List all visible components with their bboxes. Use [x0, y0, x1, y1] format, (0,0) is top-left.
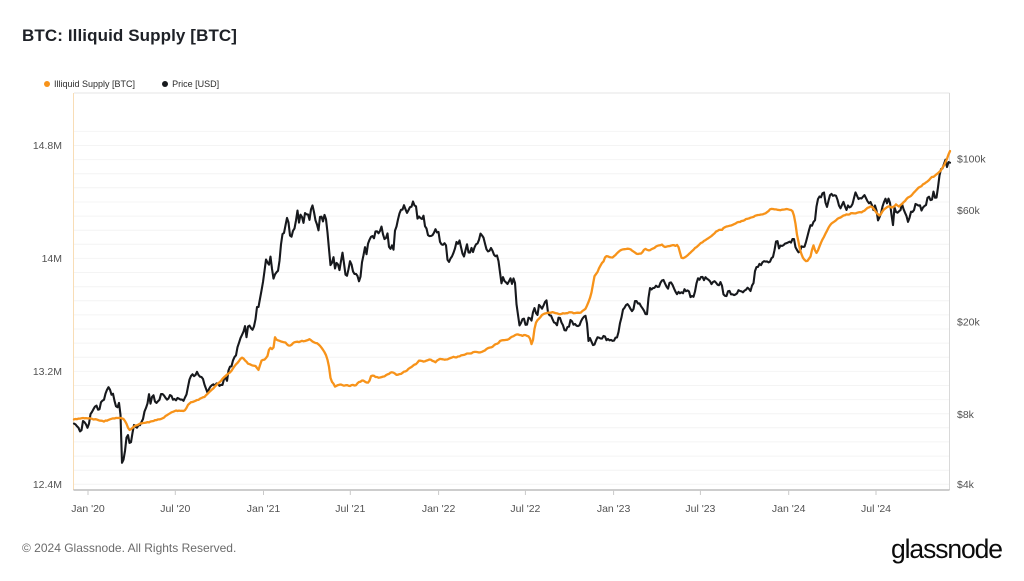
svg-text:$8k: $8k [957, 409, 975, 421]
svg-text:Jul '23: Jul '23 [685, 503, 715, 515]
svg-text:$4k: $4k [957, 479, 975, 491]
svg-text:14M: 14M [42, 253, 62, 265]
svg-text:Jul '24: Jul '24 [861, 503, 891, 515]
svg-text:Jul '20: Jul '20 [160, 503, 190, 515]
svg-text:Jan '21: Jan '21 [247, 503, 281, 515]
svg-text:$100k: $100k [957, 154, 986, 166]
svg-text:$60k: $60k [957, 205, 981, 217]
svg-text:12.4M: 12.4M [33, 479, 62, 491]
svg-text:13.2M: 13.2M [33, 366, 62, 378]
svg-text:Jul '21: Jul '21 [335, 503, 365, 515]
svg-text:$20k: $20k [957, 316, 981, 328]
svg-text:Jan '24: Jan '24 [772, 503, 806, 515]
svg-text:Jul '22: Jul '22 [510, 503, 540, 515]
svg-text:Jan '20: Jan '20 [71, 503, 105, 515]
svg-text:14.8M: 14.8M [33, 140, 62, 152]
svg-text:Jan '22: Jan '22 [422, 503, 456, 515]
svg-text:Jan '23: Jan '23 [597, 503, 631, 515]
